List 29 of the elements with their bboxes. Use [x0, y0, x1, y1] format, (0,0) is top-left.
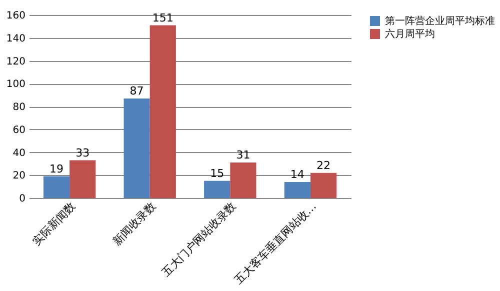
data-label: 151: [152, 11, 174, 24]
x-tick-label: 实际新闻数: [30, 200, 78, 248]
y-tick-label: 20: [12, 170, 26, 182]
y-tick-label: 140: [6, 33, 26, 44]
y-tick-label: 0: [19, 194, 26, 204]
bar: [43, 176, 70, 198]
x-tick-label: 新闻收录数: [110, 200, 158, 248]
y-tick-label: 80: [12, 102, 26, 113]
y-tick-label: 40: [12, 148, 26, 159]
legend-label: 六月周平均: [385, 28, 435, 40]
bar: [70, 160, 96, 198]
bar: [124, 98, 150, 198]
data-label: 87: [130, 84, 144, 98]
data-label: 31: [236, 148, 250, 162]
bar: [204, 180, 230, 198]
data-label: 14: [290, 168, 304, 181]
y-tick-label: 60: [12, 124, 26, 136]
data-label: 19: [50, 162, 64, 176]
bar: [310, 172, 337, 198]
bar: [284, 182, 310, 198]
bar: [150, 25, 176, 198]
bar: [230, 162, 256, 198]
y-tick-label: 100: [6, 79, 26, 90]
legend-label: 第一阵营企业周平均标准: [385, 15, 495, 27]
y-tick-label: 160: [6, 10, 26, 22]
y-tick-label: 120: [6, 56, 26, 68]
data-label: 15: [210, 166, 224, 180]
data-label: 22: [316, 158, 330, 172]
data-label: 33: [76, 146, 90, 160]
